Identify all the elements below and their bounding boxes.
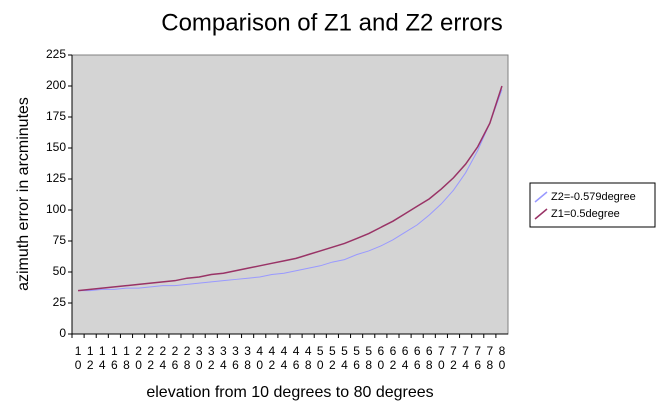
y-axis-label: azimuth error in arcminutes <box>15 97 32 291</box>
legend <box>529 182 656 228</box>
y-tick-label: 200 <box>46 78 66 92</box>
series-line <box>78 89 503 292</box>
y-tick-label: 50 <box>53 264 67 278</box>
legend-swatch <box>534 191 548 203</box>
y-tick-label: 125 <box>46 171 66 185</box>
legend-label: Z1=0.5degree <box>551 208 620 220</box>
series-line <box>77 85 503 292</box>
y-tick-label: 0 <box>59 326 66 340</box>
y-tick-label: 25 <box>53 295 67 309</box>
y-tick-label: 175 <box>46 109 66 123</box>
y-tick-label: 150 <box>46 140 66 154</box>
legend-label: Z2=-0.579degree <box>551 191 636 203</box>
x-axis-label: elevation from 10 degrees to 80 degrees <box>146 384 433 401</box>
plot-area <box>71 54 509 335</box>
y-tick-label: 225 <box>46 47 66 61</box>
y-tick-label: 75 <box>53 233 67 247</box>
legend-swatch <box>534 208 548 220</box>
chart-title: Comparison of Z1 and Z2 errors <box>161 9 502 36</box>
y-tick-label: 100 <box>46 202 66 216</box>
